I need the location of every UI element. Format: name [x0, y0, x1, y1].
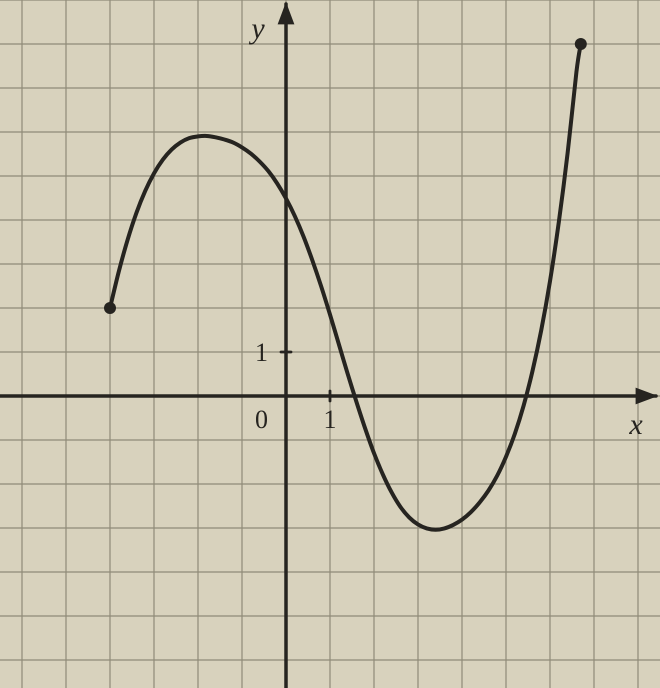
y-axis-label: y	[248, 12, 265, 45]
x-axis-label: x	[628, 408, 643, 441]
y-tick-1-label: 1	[255, 338, 268, 367]
function-graph: y x 0 1 1	[0, 0, 660, 688]
origin-label: 0	[255, 405, 268, 434]
x-tick-1-label: 1	[324, 405, 337, 434]
